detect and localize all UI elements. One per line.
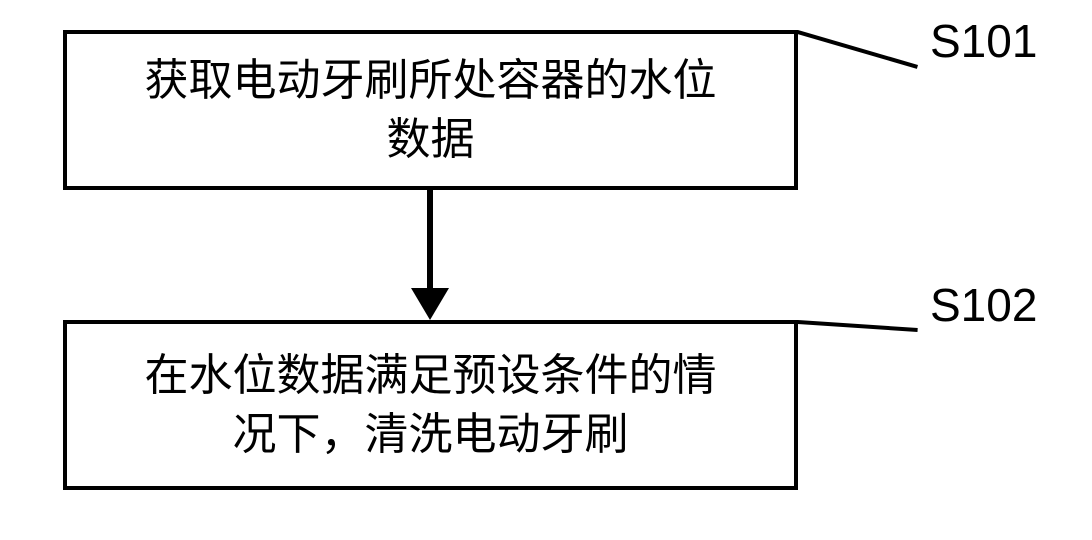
flow-node-s101: 获取电动牙刷所处容器的水位数据 — [63, 30, 798, 190]
flow-edge-0-head — [411, 288, 449, 320]
flow-node-s101-label: S101 — [930, 14, 1037, 68]
flow-node-s102-label: S102 — [930, 278, 1037, 332]
flowchart-canvas: 获取电动牙刷所处容器的水位数据 S101 在水位数据满足预设条件的情况下，清洗电… — [0, 0, 1092, 540]
flow-edge-0-shaft — [427, 190, 433, 288]
flow-node-s101-text: 获取电动牙刷所处容器的水位数据 — [145, 51, 717, 170]
flow-node-s102-leader — [798, 320, 918, 332]
flow-node-s102: 在水位数据满足预设条件的情况下，清洗电动牙刷 — [63, 320, 798, 490]
flow-node-s101-leader — [797, 30, 918, 69]
flow-node-s102-text: 在水位数据满足预设条件的情况下，清洗电动牙刷 — [145, 346, 717, 465]
